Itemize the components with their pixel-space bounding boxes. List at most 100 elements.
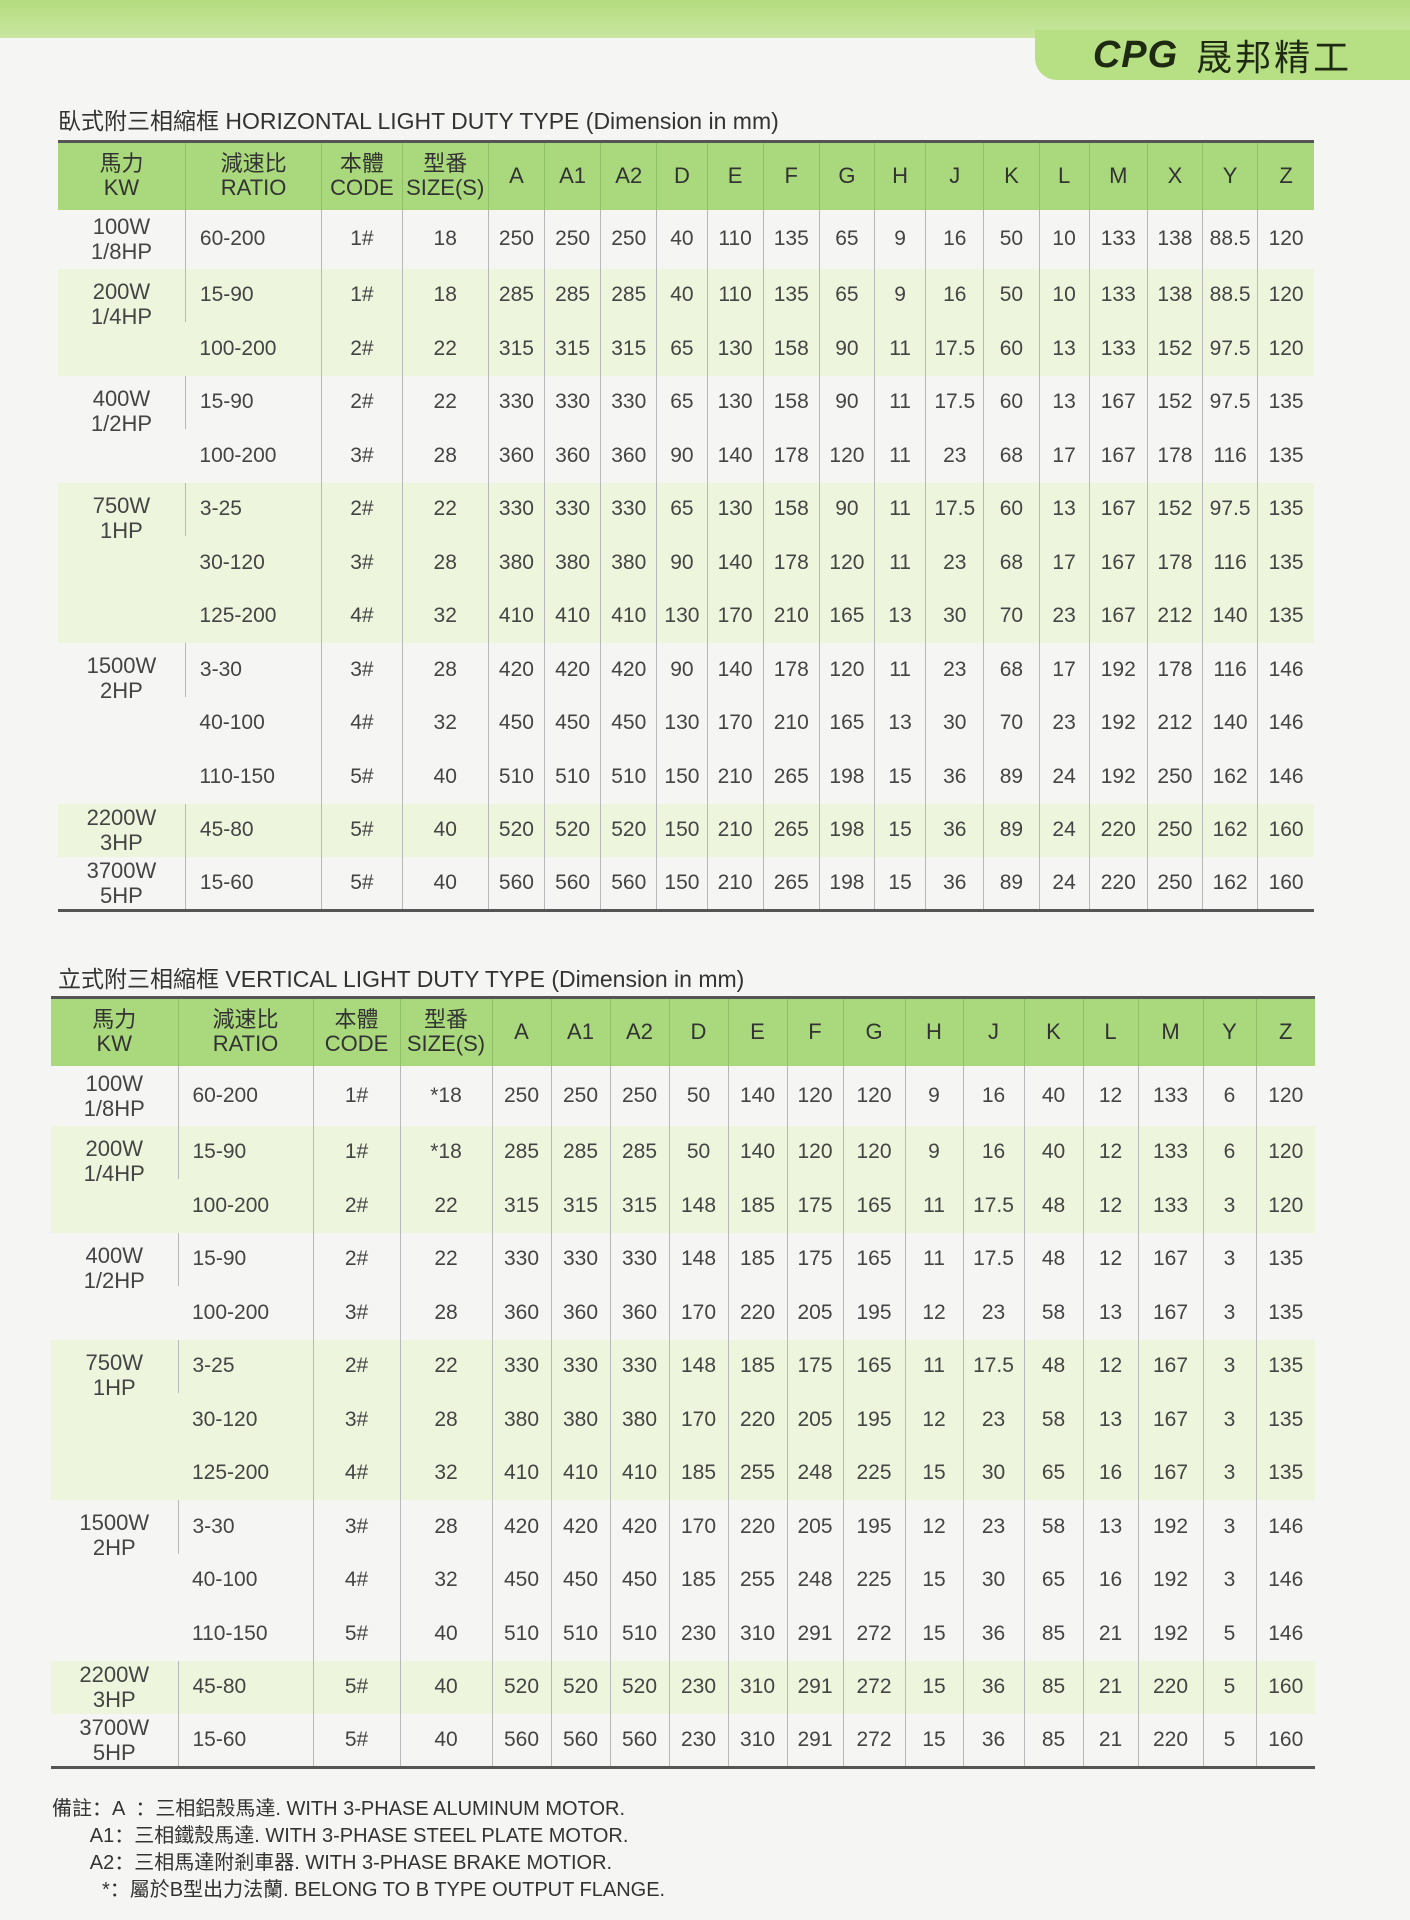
header-label: E [727,163,743,189]
column-header: G [818,141,875,210]
dimension-cell: 420 [600,643,657,697]
power-label: 3700W [86,858,157,883]
dimension-cell: 15 [904,1660,963,1714]
dimension-cell: 133 [1137,1179,1203,1233]
column-header: K [1023,997,1083,1066]
dimension-cell: 510 [609,1607,669,1661]
dimension-cell: 3 [1202,1179,1256,1233]
size-cell: 22 [399,1232,492,1286]
dimension-cell: 195 [842,1393,905,1447]
column-header: A2 [609,997,669,1066]
power-cell: 3700W 5HP [58,857,185,911]
size-cell: 28 [399,1393,492,1447]
dimension-cell: 120 [1257,268,1314,322]
dimension-cell: 420 [543,643,601,697]
dimension-cell: 17 [1038,643,1090,697]
dimension-cell: 140 [706,643,764,697]
dimension-cell: 13 [1038,322,1090,376]
dimension-cell: 133 [1137,1125,1203,1179]
dimension-cell: 167 [1088,482,1148,536]
ratio-cell: 3-30 [177,1500,313,1554]
dimension-cell: 420 [550,1500,610,1554]
table-row: 100-200 2# 22 315 315 315 65 130 158 90 11 17.5 60 13… [58,322,1314,376]
code-cell: 3# [321,536,403,590]
header-label: SIZE(S) [406,175,485,201]
dimension-cell: 330 [543,482,601,536]
size-cell: 18 [401,268,489,322]
dimension-cell: 17 [1038,536,1090,590]
column-header: A1 [550,997,610,1066]
dimension-cell: 330 [600,375,657,429]
dimension-cell: 135 [1257,375,1314,429]
dimension-cell: 140 [727,1125,787,1179]
dimension-cell: 450 [543,696,601,750]
dimension-cell: 65 [1023,1553,1083,1607]
header-label: 減速比 [220,151,287,177]
dimension-cell: 380 [609,1393,669,1447]
dimension-cell: 116 [1202,536,1258,590]
header-label: CODE [330,175,394,201]
power-label: 1/8HP [83,1095,145,1121]
dimension-cell: 110 [706,209,764,269]
header-label: RATIO [220,175,287,201]
code-cell: 2# [312,1339,400,1393]
ratio-cell: 125-200 [185,589,322,643]
power-label: 1500W [79,1510,150,1535]
table-row: 100-200 3# 28 360 360 360 170 220 205 195 12 23 58 13… [51,1286,1315,1340]
dimension-cell: 23 [962,1500,1024,1554]
code-cell: 3# [312,1393,400,1447]
dimension-cell: 220 [727,1393,787,1447]
size-cell: 40 [401,750,489,804]
dimension-cell: 120 [1257,209,1314,269]
dimension-cell: 24 [1038,803,1090,857]
column-header: 本體 CODE [312,997,400,1066]
column-header: M [1088,141,1148,210]
dimension-cell: 315 [600,322,657,376]
dimension-cell: 150 [656,803,707,857]
dimension-cell: 192 [1088,696,1148,750]
dimension-cell: 23 [962,1286,1024,1340]
column-header: Y [1202,997,1256,1066]
table-row: 750W 1HP 3-25 2# 22 330 330 330 65 130 158 90 11 17.5… [58,482,1314,643]
power-label: 1/8HP [90,239,153,264]
dimension-cell: 185 [727,1179,787,1233]
dimension-cell: 510 [487,750,545,804]
dimension-cell: 152 [1146,375,1203,429]
dimension-cell: 58 [1023,1500,1083,1554]
header-label: 馬力 [92,1007,137,1033]
dimension-cell: 90 [818,375,875,429]
table-row: 100-200 3# 28 360 360 360 90 140 178 120 11 23 68 17 1… [58,429,1314,483]
power-label: 400W [92,385,151,411]
size-cell: 28 [401,429,489,483]
dimension-cell: 152 [1146,482,1203,536]
dimension-cell: 116 [1202,643,1258,697]
power-label: 2200W [79,1662,150,1688]
brand-logo: CPG 晟邦精工 [1035,30,1410,80]
dimension-cell: 16 [1082,1553,1138,1607]
dimension-cell: 50 [668,1125,728,1179]
dimension-cell: 65 [818,268,875,322]
code-cell: 4# [312,1446,400,1500]
dimension-cell: 420 [609,1500,669,1554]
dimension-cell: 120 [1255,1065,1315,1126]
dimension-cell: 248 [786,1553,843,1607]
dimension-cell: 13 [874,696,926,750]
notes: 備註：A ：三相鋁殼馬達. WITH 3-PHASE ALUMINUM MOTO… [52,1796,665,1904]
dimension-cell: 250 [609,1065,669,1126]
dimension-cell: 30 [925,696,984,750]
dimension-cell: 135 [1257,589,1314,643]
dimension-cell: 11 [904,1179,963,1233]
dimension-cell: 9 [874,209,926,269]
size-cell: 22 [401,482,489,536]
header-label: A2 [626,1019,653,1045]
dimension-cell: 65 [656,375,707,429]
dimension-cell: 36 [925,857,984,911]
dimension-cell: 291 [786,1714,843,1768]
table-row: 100W 1/8HP 60-200 1# *18 250 250 250 50 140 120 120… [51,1065,1315,1126]
dimension-cell: 560 [550,1714,610,1768]
dimension-cell: 380 [543,536,601,590]
dimension-cell: 58 [1023,1393,1083,1447]
table-row: 100-200 2# 22 315 315 315 148 185 175 165 11 17.5 48… [51,1179,1315,1233]
size-cell: 22 [401,375,489,429]
column-header: L [1082,997,1138,1066]
